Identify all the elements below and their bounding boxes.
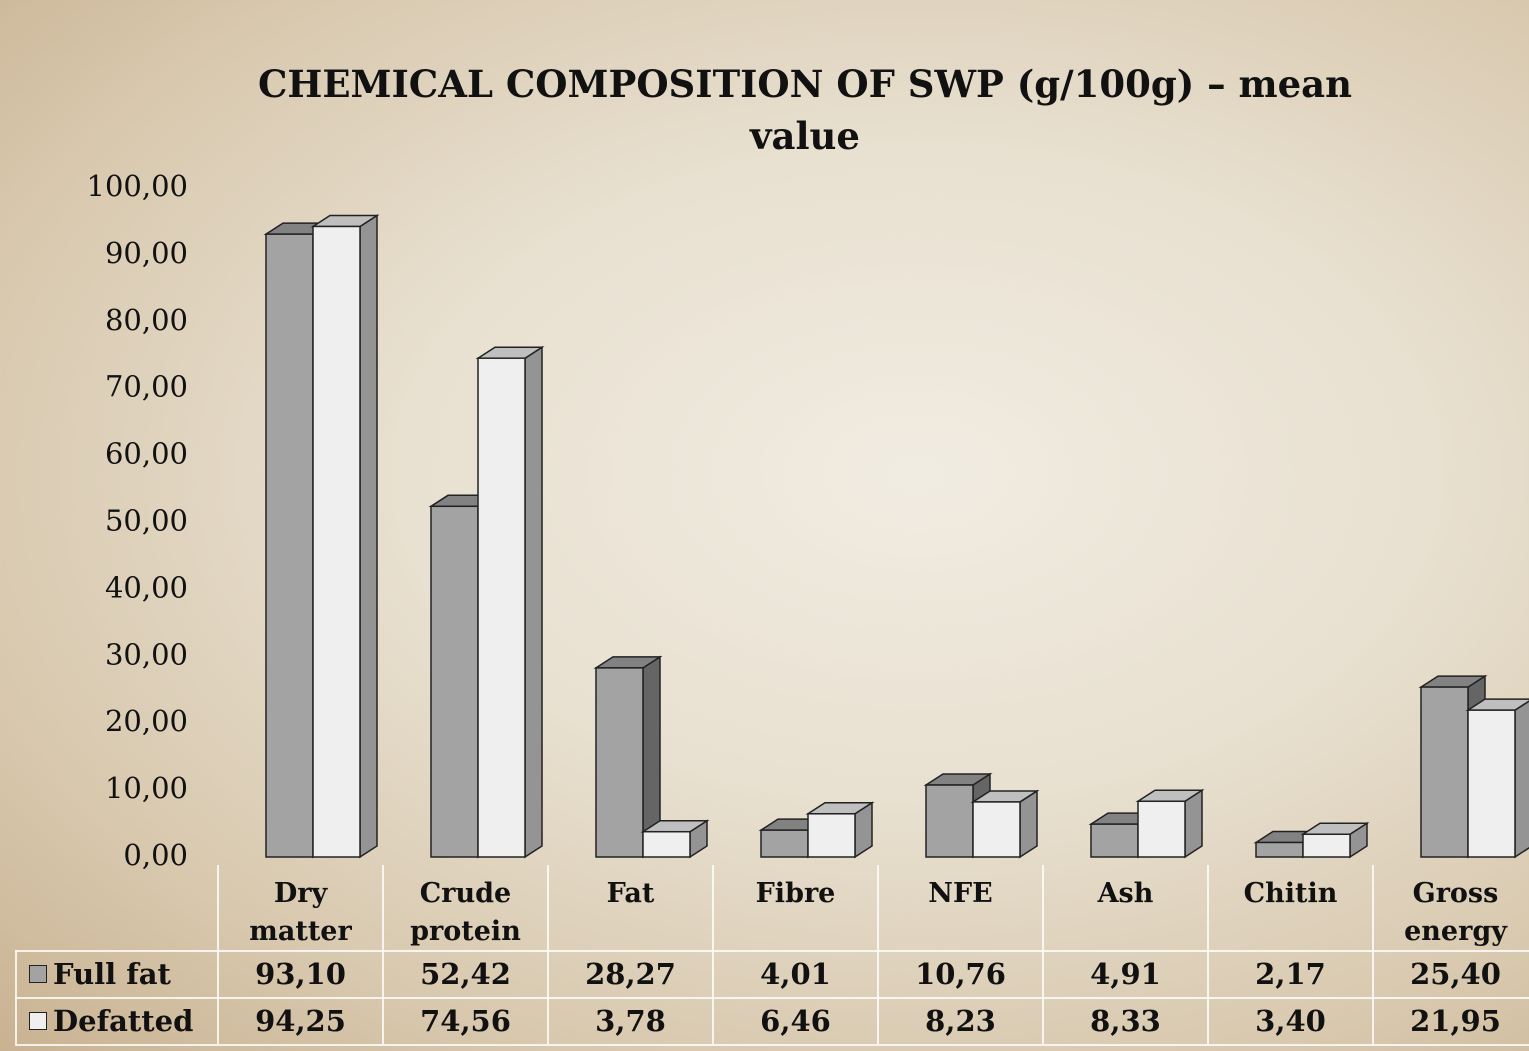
table-value: 52,42 (420, 956, 511, 991)
bar-front (1255, 841, 1304, 858)
table-border (1207, 865, 1209, 1044)
table-border (877, 865, 879, 1044)
y-tick-label: 80,00 (105, 303, 188, 337)
table-border (1372, 865, 1374, 1044)
table-value: 10,76 (915, 956, 1006, 991)
bar (1465, 698, 1529, 859)
x-tick-label: Ash (1097, 878, 1154, 909)
y-tick-label: 100,00 (87, 169, 188, 203)
bar (1135, 788, 1205, 859)
bar-front (477, 357, 526, 858)
bar (640, 819, 710, 859)
bar-front (1420, 686, 1469, 858)
bar (805, 801, 875, 859)
x-tick-label: NFE (928, 878, 993, 909)
bar (310, 214, 380, 859)
x-tick-label: Fibre (755, 878, 836, 909)
bar (1300, 821, 1370, 859)
x-tick-label: Crude protein (410, 878, 521, 947)
bar-front (1090, 823, 1139, 858)
chart-title: CHEMICAL COMPOSITION OF SWP (g/100g) – m… (257, 62, 1353, 158)
table-value: 74,56 (420, 1003, 511, 1038)
y-tick-label: 20,00 (105, 704, 188, 738)
y-tick-label: 40,00 (105, 570, 188, 604)
table-border (15, 950, 1529, 952)
bar-side (524, 345, 543, 859)
legend-swatch (29, 1011, 47, 1030)
x-tick-label: Chitin (1243, 878, 1338, 909)
x-tick-label: Fat (606, 878, 655, 909)
bar-front (430, 505, 479, 858)
y-tick-label: 60,00 (105, 437, 188, 471)
table-value: 8,23 (925, 1003, 996, 1038)
table-border (217, 865, 219, 1044)
table-border (1042, 865, 1044, 1044)
bar (593, 655, 663, 859)
table-value: 4,91 (1090, 956, 1161, 991)
table-border (547, 865, 549, 1044)
table-value: 94,25 (255, 1003, 346, 1038)
bar-front (760, 829, 809, 858)
table-value: 4,01 (760, 956, 831, 991)
bar-side (359, 214, 378, 859)
table-value: 2,17 (1255, 956, 1326, 991)
table-border (712, 865, 714, 1044)
y-tick-label: 90,00 (105, 236, 188, 270)
table-value: 8,33 (1090, 1003, 1161, 1038)
table-border (382, 865, 384, 1044)
x-tick-label: Gross energy (1404, 878, 1507, 947)
bar-front (642, 830, 691, 858)
bar-front (595, 667, 644, 858)
table-value: 21,95 (1410, 1003, 1501, 1038)
legend-entry: Defatted (15, 997, 218, 1044)
bar (475, 345, 545, 859)
bar-front (972, 801, 1021, 858)
y-tick-label: 50,00 (105, 504, 188, 538)
table-value: 6,46 (760, 1003, 831, 1038)
bar-front (312, 225, 361, 858)
table-border (15, 997, 1529, 999)
bar-front (265, 233, 314, 858)
y-tick-label: 30,00 (105, 637, 188, 671)
bar-front (1137, 800, 1186, 858)
y-tick-label: 0,00 (123, 838, 188, 872)
table-value: 93,10 (255, 956, 346, 991)
y-tick-label: 70,00 (105, 370, 188, 404)
bar-front (925, 784, 974, 858)
table-value: 28,27 (585, 956, 676, 991)
bar-front (1302, 833, 1351, 858)
x-tick-label: Dry matter (249, 878, 352, 947)
bar-front (1467, 709, 1516, 858)
legend-label: Full fat (53, 956, 171, 991)
legend-swatch (29, 964, 47, 983)
table-value: 25,40 (1410, 956, 1501, 991)
table-border (15, 1044, 1529, 1046)
table-value: 3,78 (595, 1003, 666, 1038)
y-tick-label: 10,00 (105, 771, 188, 805)
bar-side (1514, 700, 1529, 859)
bar-front (807, 813, 856, 858)
legend-entry: Full fat (15, 950, 218, 997)
legend-label: Defatted (53, 1003, 194, 1038)
table-value: 3,40 (1255, 1003, 1326, 1038)
bar (970, 789, 1040, 859)
